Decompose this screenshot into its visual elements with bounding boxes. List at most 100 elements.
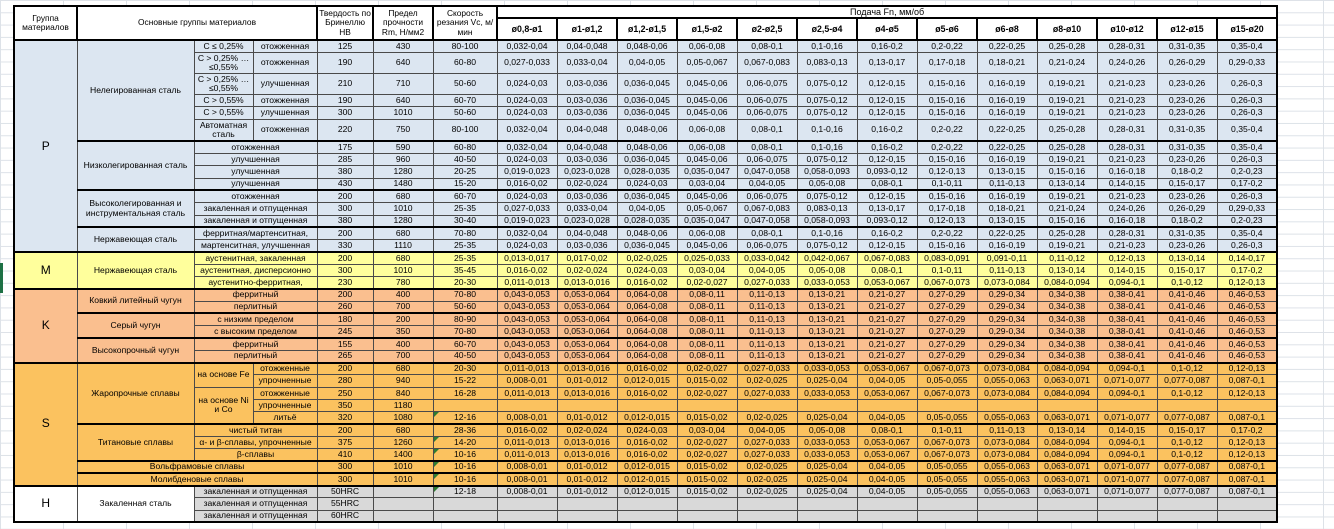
feed-cell[interactable]: 0,34-0,38 xyxy=(1036,349,1098,364)
feed-cell[interactable]: 0,22-0,25 xyxy=(976,140,1038,155)
hardness-cell[interactable]: 430 xyxy=(316,177,374,191)
feed-cell[interactable]: 0,08-0,11 xyxy=(676,287,738,302)
feed-cell[interactable]: 0,024-0,03 xyxy=(616,177,678,191)
feed-cell[interactable]: 0,05-0,055 xyxy=(916,484,978,499)
feed-cell[interactable]: 0,12-0,13 xyxy=(1216,435,1278,450)
feed-cell[interactable]: 0,13-0,21 xyxy=(796,336,858,351)
feed-cell[interactable] xyxy=(496,497,558,511)
state[interactable]: аустенитно-ферритная, xyxy=(193,275,318,290)
feed-cell[interactable]: 0,045-0,06 xyxy=(676,94,738,108)
feed-cell[interactable]: 0,46-0,53 xyxy=(1216,325,1278,339)
feed-cell[interactable]: 0,12-0,15 xyxy=(856,239,918,253)
feed-cell[interactable]: 0,06-0,075 xyxy=(736,94,798,108)
feed-cell[interactable]: 0,02-0,027 xyxy=(676,275,738,290)
feed-cell[interactable]: 0,25-0,28 xyxy=(1036,140,1098,155)
group-letter-M[interactable]: M xyxy=(13,250,78,290)
feed-cell[interactable]: 0,29-0,33 xyxy=(1216,202,1278,216)
feed-cell[interactable]: 0,064-0,08 xyxy=(616,312,678,327)
feed-cell[interactable]: 0,016-0,02 xyxy=(616,386,678,400)
speed-cell[interactable]: 40-50 xyxy=(432,349,498,364)
feed-cell[interactable]: 0,14-0,17 xyxy=(1216,250,1278,265)
feed-cell[interactable]: 0,01-0,012 xyxy=(556,459,618,474)
feed-cell[interactable]: 0,1-0,16 xyxy=(796,39,858,54)
feed-cell[interactable]: 0,03-0,04 xyxy=(676,423,738,437)
feed-cell[interactable]: 0,013-0,016 xyxy=(556,435,618,450)
diameter-header[interactable]: ø5-ø6 xyxy=(916,17,979,42)
hardness-cell[interactable]: 60HRC xyxy=(316,509,374,523)
feed-cell[interactable]: 0,12-0,13 xyxy=(1216,386,1278,400)
feed-cell[interactable] xyxy=(676,398,738,413)
feed-cell[interactable]: 0,012-0,015 xyxy=(616,411,678,425)
feed-cell[interactable]: 0,16-0,18 xyxy=(1096,165,1158,179)
feed-cell[interactable]: 0,21-0,23 xyxy=(1096,73,1158,96)
material-group[interactable]: Высокопрочный чугун xyxy=(76,337,195,364)
feed-cell[interactable]: 0,05-0,055 xyxy=(916,374,978,388)
strength-cell[interactable]: 400 xyxy=(372,287,434,302)
feed-cell[interactable]: 0,11-0,13 xyxy=(976,263,1038,278)
speed-cell[interactable]: 80-100 xyxy=(432,39,498,54)
feed-cell[interactable] xyxy=(856,509,918,523)
feed-cell[interactable]: 0,29-0,34 xyxy=(976,349,1038,364)
feed-cell[interactable]: 0,094-0,1 xyxy=(1096,435,1158,450)
feed-cell[interactable]: 0,34-0,38 xyxy=(1036,336,1098,351)
feed-cell[interactable]: 0,024-0,03 xyxy=(496,239,558,253)
feed-cell[interactable]: 0,03-0,04 xyxy=(676,263,738,278)
feed-cell[interactable]: 0,084-0,094 xyxy=(1036,361,1098,376)
feed-cell[interactable]: 0,12-0,13 xyxy=(916,165,978,179)
state[interactable]: закаленная и отпущенная xyxy=(193,202,318,216)
feed-cell[interactable]: 0,067-0,083 xyxy=(736,52,798,75)
feed-cell[interactable]: 0,13-0,21 xyxy=(796,300,858,314)
feed-cell[interactable]: 0,26-0,3 xyxy=(1216,239,1278,253)
feed-cell[interactable]: 0,21-0,23 xyxy=(1096,153,1158,167)
state[interactable]: улучшенная xyxy=(252,73,318,96)
feed-cell[interactable]: 0,34-0,38 xyxy=(1036,325,1098,339)
feed-cell[interactable]: 0,11-0,13 xyxy=(736,336,798,351)
feed-cell[interactable]: 0,053-0,067 xyxy=(856,386,918,400)
feed-cell[interactable]: 0,18-0,2 xyxy=(1156,214,1218,228)
feed-cell[interactable]: 0,27-0,29 xyxy=(916,325,978,339)
feed-cell[interactable]: 0,03-0,036 xyxy=(556,153,618,167)
feed-cell[interactable]: 0,11-0,13 xyxy=(976,177,1038,191)
diameter-header[interactable]: ø0,8-ø1 xyxy=(496,17,559,42)
feed-cell[interactable]: 0,013-0,016 xyxy=(556,386,618,400)
strength-cell[interactable]: 1010 xyxy=(372,472,434,487)
feed-cell[interactable]: 0,21-0,27 xyxy=(856,349,918,364)
feed-cell[interactable] xyxy=(616,509,678,523)
feed-cell[interactable]: 0,084-0,094 xyxy=(1036,386,1098,400)
feed-cell[interactable]: 0,23-0,26 xyxy=(1156,189,1218,204)
feed-cell[interactable]: 0,04-0,05 xyxy=(616,202,678,216)
feed-cell[interactable]: 0,016-0,02 xyxy=(616,435,678,450)
feed-cell[interactable]: 0,35-0,4 xyxy=(1216,226,1278,241)
feed-cell[interactable]: 0,12-0,13 xyxy=(1216,275,1278,290)
column-header-speed[interactable]: Скорость резания Vc, м/мин xyxy=(432,4,499,42)
feed-cell[interactable]: 0,071-0,077 xyxy=(1096,472,1158,487)
feed-cell[interactable]: 0,025-0,04 xyxy=(796,411,858,425)
feed-cell[interactable]: 0,1-0,11 xyxy=(916,423,978,437)
feed-cell[interactable]: 0,14-0,15 xyxy=(1096,423,1158,437)
speed-cell[interactable]: 25-35 xyxy=(432,202,498,216)
feed-cell[interactable]: 0,38-0,41 xyxy=(1096,312,1158,327)
feed-cell[interactable]: 0,11-0,12 xyxy=(1036,250,1098,265)
state[interactable]: закаленная и отпущенная xyxy=(193,497,318,511)
feed-cell[interactable] xyxy=(916,509,978,523)
state[interactable]: отожженная xyxy=(252,94,318,108)
feed-cell[interactable]: 0,053-0,064 xyxy=(556,300,618,314)
feed-cell[interactable]: 0,29-0,34 xyxy=(976,300,1038,314)
feed-cell[interactable]: 0,35-0,4 xyxy=(1216,118,1278,142)
feed-cell[interactable]: 0,053-0,064 xyxy=(556,287,618,302)
feed-cell[interactable]: 0,05-0,08 xyxy=(796,177,858,191)
feed-cell[interactable]: 0,071-0,077 xyxy=(1096,374,1158,388)
feed-cell[interactable]: 0,19-0,21 xyxy=(1036,239,1098,253)
hardness-cell[interactable]: 190 xyxy=(316,52,374,75)
feed-cell[interactable]: 0,043-0,053 xyxy=(496,349,558,364)
speed-cell[interactable]: 25-35 xyxy=(432,250,498,265)
hardness-cell[interactable]: 230 xyxy=(316,275,374,290)
strength-cell[interactable]: 1260 xyxy=(372,435,434,450)
hardness-cell[interactable]: 180 xyxy=(316,312,374,327)
feed-cell[interactable]: 0,02-0,027 xyxy=(676,361,738,376)
feed-cell[interactable]: 0,41-0,46 xyxy=(1156,349,1218,364)
feed-cell[interactable]: 0,077-0,087 xyxy=(1156,411,1218,425)
feed-cell[interactable]: 0,067-0,073 xyxy=(916,275,978,290)
feed-cell[interactable]: 0,02-0,025 xyxy=(616,250,678,265)
feed-cell[interactable]: 0,08-0,1 xyxy=(856,423,918,437)
